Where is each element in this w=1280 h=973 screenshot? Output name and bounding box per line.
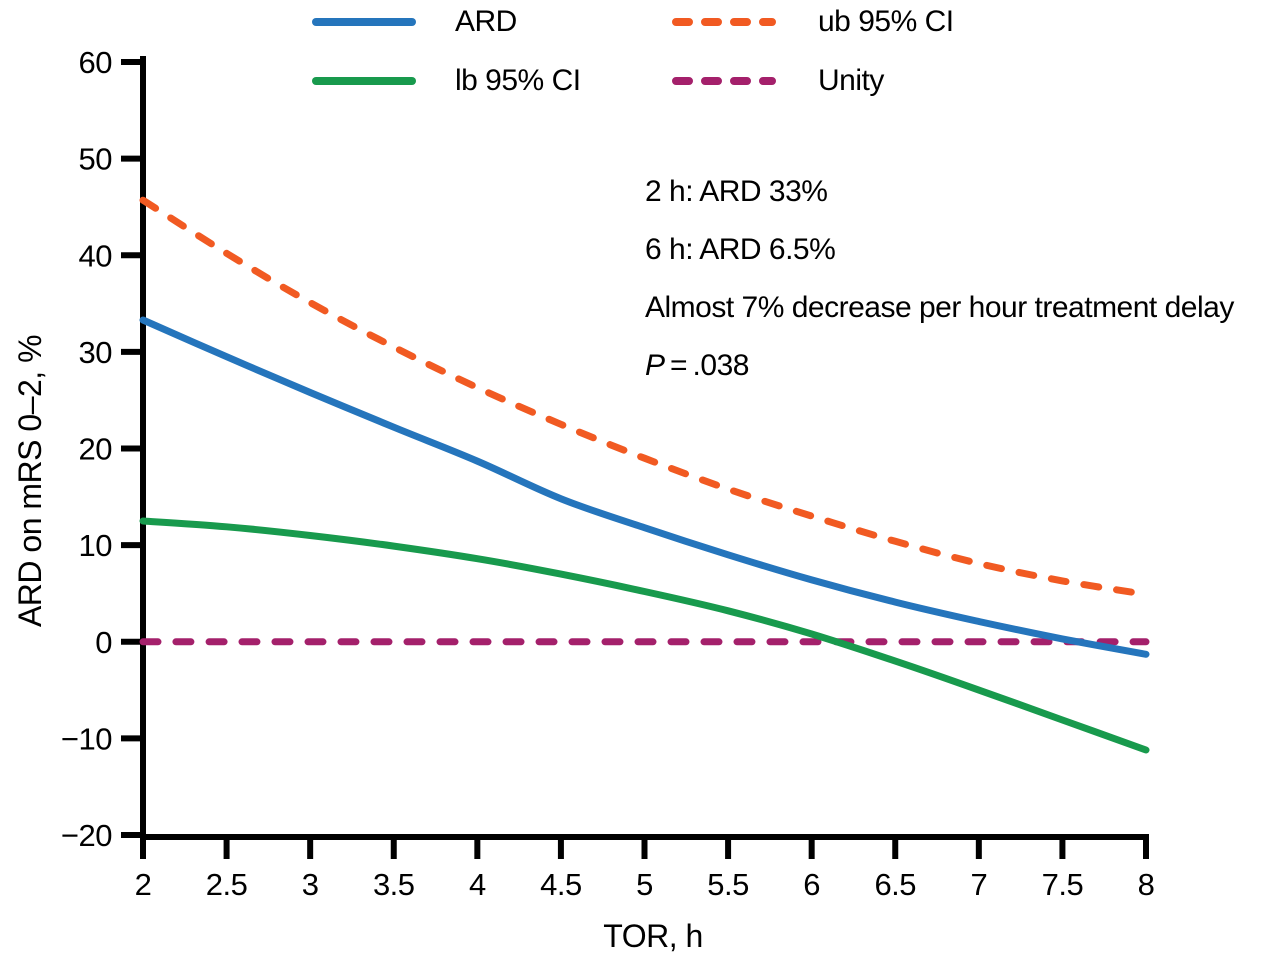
legend-swatch-lb-95-ci: [312, 77, 416, 85]
series-ub-95-ci: [139, 196, 1150, 598]
y-axis-title: ARD on mRS 0–2, %: [12, 334, 48, 628]
x-tick-label: 3.5: [373, 867, 415, 902]
legend-label-ub-95-ci: ub 95% CI: [818, 5, 954, 38]
legend-swatch-ard: [312, 18, 416, 26]
legend-label-ard: ARD: [455, 5, 517, 38]
legend-swatch-ub-95-ci: [672, 18, 776, 26]
x-tick-label: 5: [636, 867, 653, 902]
x-axis-title: TOR, h: [603, 918, 703, 954]
y-tick-label: 40: [79, 238, 113, 273]
legend-swatch-unity: [672, 77, 776, 85]
x-tick-label: 6.5: [874, 867, 916, 902]
y-tick-label: −10: [61, 721, 112, 756]
x-tick-label: 4: [469, 867, 486, 902]
y-tick-label: 60: [79, 45, 113, 80]
annotation-6h: 6 h: ARD 6.5%: [645, 233, 836, 266]
annotation-block: 2 h: ARD 33% 6 h: ARD 6.5% Almost 7% dec…: [645, 172, 1234, 404]
y-tick-label: −20: [61, 818, 112, 853]
legend-label-unity: Unity: [818, 64, 884, 97]
annotation-2h: 2 h: ARD 33%: [645, 175, 828, 208]
p-symbol: P: [645, 349, 665, 382]
y-tick-label: 10: [79, 528, 113, 563]
y-tick-label: 20: [79, 432, 113, 467]
x-tick-label: 4.5: [540, 867, 582, 902]
p-value: = .038: [664, 349, 749, 382]
annotation-decrease: Almost 7% decrease per hour treatment de…: [645, 291, 1234, 324]
y-tick-label: 50: [79, 142, 113, 177]
annotation-p-value: P = .038: [645, 346, 1234, 404]
x-tick-label: 7.5: [1042, 867, 1084, 902]
x-tick-label: 8: [1138, 867, 1155, 902]
x-tick-label: 3: [302, 867, 319, 902]
y-tick-label: 0: [95, 625, 112, 660]
series-ard: [139, 316, 1150, 658]
x-tick-label: 6: [803, 867, 820, 902]
legend-label-lb-95-ci: lb 95% CI: [455, 64, 581, 97]
series-lb-95-ci: [139, 517, 1150, 754]
x-tick-label: 2.5: [206, 867, 248, 902]
x-tick-label: 2: [135, 867, 152, 902]
y-tick-label: 30: [79, 335, 113, 370]
x-tick-label: 7: [970, 867, 987, 902]
x-tick-label: 5.5: [707, 867, 749, 902]
